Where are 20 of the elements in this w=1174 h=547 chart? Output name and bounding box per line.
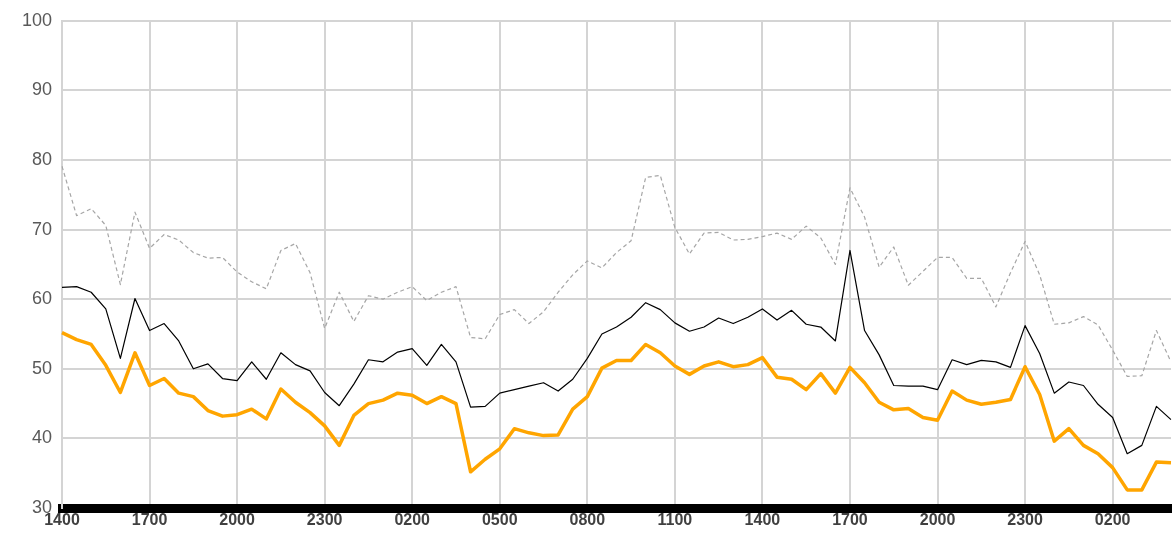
x-tick-label: 2300: [306, 511, 343, 529]
x-tick-label: 1100: [657, 511, 693, 529]
x-tick-label: 0200: [1094, 511, 1131, 529]
x-tick-label: 2300: [1007, 511, 1043, 529]
y-tick-label: 90: [31, 79, 52, 100]
x-tick-label: 2000: [219, 511, 255, 529]
x-tick-label: 0800: [569, 511, 606, 529]
line-series: [61, 165, 1172, 378]
x-tick-label: 1400: [744, 511, 781, 529]
y-tick-label: 100: [21, 9, 52, 30]
y-tick-label: 70: [31, 218, 52, 239]
y-tick-label: 40: [31, 427, 52, 448]
y-tick-label: 50: [31, 357, 52, 378]
x-tick-label: 0500: [481, 511, 518, 529]
y-tick-label: 80: [31, 148, 52, 169]
x-tick-label: 1700: [832, 511, 868, 529]
x-tick-label: 2000: [919, 511, 956, 529]
x-tick-label: 1700: [131, 511, 168, 529]
x-tick-label: 0200: [394, 511, 431, 529]
y-tick-label: 60: [31, 288, 52, 309]
